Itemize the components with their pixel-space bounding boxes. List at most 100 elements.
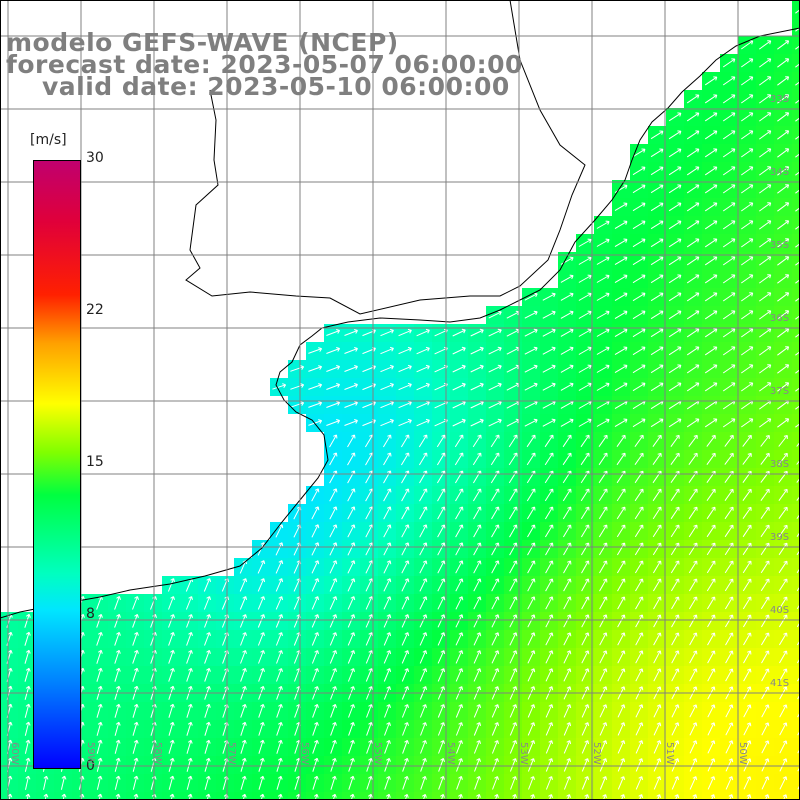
wind-arrow: [650, 256, 664, 266]
wind-arrow: [668, 238, 682, 248]
wind-arrow: [760, 435, 770, 447]
wind-arrow: [560, 328, 574, 337]
wind-arrow: [632, 148, 646, 158]
wind-arrow: [398, 364, 412, 373]
wind-arrow: [795, 279, 800, 284]
wind-arrow: [452, 382, 466, 391]
speed-cell: [792, 540, 800, 558]
wind-arrow: [290, 365, 305, 372]
speed-cell: [792, 126, 800, 144]
wind-arrow: [777, 364, 790, 374]
wind-arrow: [632, 166, 646, 176]
lat-label: 40S: [770, 605, 790, 616]
speed-cell: [792, 468, 800, 486]
wind-arrow: [686, 166, 700, 176]
wind-arrow: [344, 419, 358, 426]
lat-label: 38S: [770, 459, 790, 470]
wind-arrow: [722, 220, 736, 230]
wind-arrow: [398, 400, 412, 409]
wind-arrow: [452, 418, 466, 427]
wind-arrow: [668, 364, 682, 374]
wind-arrow: [795, 63, 800, 68]
wind-arrow: [704, 76, 718, 86]
wind-arrow: [668, 256, 682, 266]
speed-cell: [792, 324, 800, 342]
wind-arrow: [398, 328, 412, 337]
wind-arrow: [490, 452, 500, 466]
wind-arrow: [542, 382, 556, 391]
wind-arrow: [650, 364, 664, 374]
wind-arrow: [759, 292, 772, 302]
wind-arrow: [488, 364, 502, 373]
wind-arrow: [795, 387, 800, 392]
wind-arrow: [777, 184, 790, 194]
wind-arrow: [722, 58, 736, 68]
wind-arrow: [759, 148, 772, 158]
wind-arrow: [542, 418, 556, 427]
wind-arrow: [398, 418, 412, 427]
wind-arrow: [344, 347, 358, 354]
wind-arrow: [686, 292, 700, 302]
wind-arrow: [596, 256, 610, 265]
speed-cell: [792, 522, 800, 540]
wind-arrow: [578, 292, 592, 301]
wind-arrow: [759, 238, 772, 248]
speed-cell: [792, 360, 800, 378]
wind-arrow: [668, 310, 682, 320]
wind-arrow: [759, 346, 772, 356]
wind-arrow: [795, 225, 800, 230]
wind-arrow: [722, 76, 736, 86]
lon-label: 54W: [445, 742, 456, 765]
wind-arrow: [759, 364, 772, 374]
speed-cell: [792, 216, 800, 234]
wind-arrow: [632, 220, 646, 230]
wind-arrow: [416, 418, 430, 427]
wind-arrow: [777, 76, 790, 86]
wind-arrow: [326, 347, 341, 354]
speed-cell: [792, 486, 800, 504]
wind-arrow: [596, 382, 610, 391]
wind-arrow: [650, 310, 664, 320]
wind-arrow: [704, 310, 718, 320]
wind-arrow: [454, 452, 464, 466]
wind-arrow: [454, 434, 464, 448]
wind-arrow: [795, 153, 800, 158]
wind-arrow: [759, 58, 772, 68]
wind-arrow: [634, 434, 644, 447]
wind-arrow: [614, 328, 628, 338]
wind-arrow: [650, 202, 664, 212]
wind-arrow: [596, 220, 610, 229]
wind-arrow: [508, 434, 518, 448]
wind-arrow: [650, 328, 664, 338]
wind-arrow: [668, 328, 682, 338]
wind-arrow: [452, 346, 466, 355]
wind-arrow: [704, 274, 718, 284]
wind-arrow: [722, 130, 736, 140]
speed-cell: [792, 558, 800, 576]
speed-cell: [792, 630, 800, 648]
wind-arrow: [686, 94, 700, 104]
wind-arrow: [614, 364, 628, 374]
speed-cell: [792, 612, 800, 630]
wind-arrow: [759, 328, 772, 338]
wind-arrow: [759, 166, 772, 176]
wind-arrow: [741, 292, 754, 302]
wind-arrow: [488, 418, 502, 427]
wind-arrow: [596, 238, 610, 247]
wind-arrow: [578, 346, 592, 355]
wind-arrow: [741, 40, 754, 50]
wind-arrow: [668, 292, 682, 302]
wind-arrow: [741, 346, 754, 356]
speed-cell: [792, 54, 800, 72]
wind-arrow: [524, 382, 538, 391]
speed-cell: [792, 342, 800, 360]
wind-arrow: [560, 274, 574, 283]
wind-arrow: [670, 434, 680, 447]
wind-arrow: [777, 310, 790, 320]
wind-arrow: [526, 452, 536, 466]
wind-arrow: [308, 383, 323, 390]
wind-arrow: [706, 434, 716, 447]
wind-arrow: [722, 202, 736, 212]
wind-arrow: [686, 274, 700, 284]
wind-arrow: [704, 328, 718, 338]
